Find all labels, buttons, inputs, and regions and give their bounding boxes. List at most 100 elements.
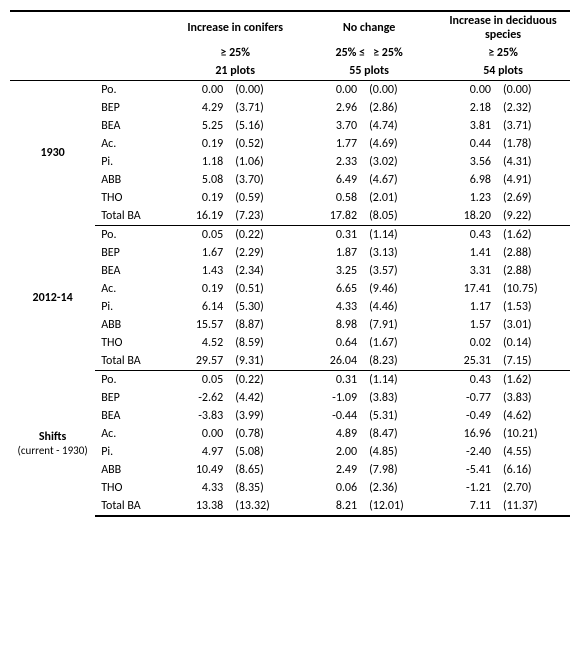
species-label: Ac. xyxy=(95,280,168,298)
value-cell: 6.49 xyxy=(302,171,369,189)
value-cell: 17.41 xyxy=(436,280,503,298)
value-cell: -1.21 xyxy=(436,479,503,497)
value-cell: 1.67 xyxy=(168,244,235,262)
paren-cell: (0.14) xyxy=(503,334,570,352)
paren-cell: (3.01) xyxy=(503,316,570,334)
paren-cell: (2.32) xyxy=(503,99,570,117)
value-cell: 25.31 xyxy=(436,352,503,371)
value-cell: 2.00 xyxy=(302,443,369,461)
paren-cell: (12.01) xyxy=(369,497,436,516)
value-cell: 8.21 xyxy=(302,497,369,516)
value-cell: 1.43 xyxy=(168,262,235,280)
value-cell: -2.62 xyxy=(168,389,235,407)
value-cell: 0.00 xyxy=(302,81,369,100)
section-title: Shifts(current - 1930) xyxy=(10,371,95,517)
value-cell: 10.49 xyxy=(168,461,235,479)
paren-cell: (3.57) xyxy=(369,262,436,280)
value-cell: 0.02 xyxy=(436,334,503,352)
paren-cell: (8.35) xyxy=(235,479,302,497)
value-cell: 3.70 xyxy=(302,117,369,135)
paren-cell: (0.59) xyxy=(235,189,302,207)
value-cell: 0.31 xyxy=(302,371,369,390)
value-cell: 0.00 xyxy=(168,425,235,443)
species-label: BEA xyxy=(95,117,168,135)
value-cell: 18.20 xyxy=(436,207,503,226)
paren-cell: (1.14) xyxy=(369,371,436,390)
value-cell: 1.41 xyxy=(436,244,503,262)
value-cell: 4.33 xyxy=(168,479,235,497)
value-cell: 0.06 xyxy=(302,479,369,497)
species-label: BEP xyxy=(95,99,168,117)
paren-cell: (3.02) xyxy=(369,153,436,171)
species-label: THO xyxy=(95,334,168,352)
paren-cell: (1.62) xyxy=(503,226,570,245)
value-cell: 0.19 xyxy=(168,280,235,298)
paren-cell: (0.00) xyxy=(235,81,302,100)
species-label: Pi. xyxy=(95,153,168,171)
value-cell: -0.77 xyxy=(436,389,503,407)
section-title: 1930 xyxy=(10,81,95,226)
paren-cell: (5.08) xyxy=(235,443,302,461)
species-label: ABB xyxy=(95,461,168,479)
paren-cell: (0.52) xyxy=(235,135,302,153)
value-cell: 0.19 xyxy=(168,189,235,207)
value-cell: 3.56 xyxy=(436,153,503,171)
paren-cell: (1.62) xyxy=(503,371,570,390)
species-label: Total BA xyxy=(95,352,168,371)
species-label: Total BA xyxy=(95,497,168,516)
paren-cell: (4.62) xyxy=(503,407,570,425)
value-cell: 1.17 xyxy=(436,298,503,316)
value-cell: 1.23 xyxy=(436,189,503,207)
value-cell: 4.52 xyxy=(168,334,235,352)
species-label: BEP xyxy=(95,389,168,407)
paren-cell: (7.23) xyxy=(235,207,302,226)
value-cell: -0.44 xyxy=(302,407,369,425)
paren-cell: (8.23) xyxy=(369,352,436,371)
header-plots2: 55 plots xyxy=(302,62,436,81)
species-label: BEP xyxy=(95,244,168,262)
header-thresh3: ≥ 25% xyxy=(436,44,570,62)
value-cell: 16.19 xyxy=(168,207,235,226)
paren-cell: (2.86) xyxy=(369,99,436,117)
paren-cell: (0.22) xyxy=(235,371,302,390)
value-cell: 0.00 xyxy=(436,81,503,100)
value-cell: 15.57 xyxy=(168,316,235,334)
value-cell: 0.19 xyxy=(168,135,235,153)
data-table: Increase in conifers No change Increase … xyxy=(10,10,570,517)
paren-cell: (10.75) xyxy=(503,280,570,298)
header-thresh2b: ≥ 25% xyxy=(369,44,436,62)
paren-cell: (2.29) xyxy=(235,244,302,262)
paren-cell: (3.99) xyxy=(235,407,302,425)
value-cell: 0.05 xyxy=(168,371,235,390)
value-cell: 5.25 xyxy=(168,117,235,135)
paren-cell: (1.78) xyxy=(503,135,570,153)
value-cell: 4.29 xyxy=(168,99,235,117)
paren-cell: (3.71) xyxy=(235,99,302,117)
paren-cell: (7.98) xyxy=(369,461,436,479)
species-label: Ac. xyxy=(95,425,168,443)
value-cell: 2.96 xyxy=(302,99,369,117)
header-conifers: Increase in conifers xyxy=(168,11,302,44)
value-cell: 29.57 xyxy=(168,352,235,371)
species-label: THO xyxy=(95,479,168,497)
paren-cell: (2.88) xyxy=(503,244,570,262)
value-cell: 4.89 xyxy=(302,425,369,443)
header-plots3: 54 plots xyxy=(436,62,570,81)
value-cell: -0.49 xyxy=(436,407,503,425)
value-cell: 13.38 xyxy=(168,497,235,516)
section-title: 2012-14 xyxy=(10,226,95,371)
value-cell: 16.96 xyxy=(436,425,503,443)
value-cell: 6.65 xyxy=(302,280,369,298)
value-cell: 2.18 xyxy=(436,99,503,117)
paren-cell: (6.16) xyxy=(503,461,570,479)
value-cell: 3.31 xyxy=(436,262,503,280)
species-label: ABB xyxy=(95,171,168,189)
paren-cell: (0.00) xyxy=(369,81,436,100)
paren-cell: (7.15) xyxy=(503,352,570,371)
value-cell: 1.87 xyxy=(302,244,369,262)
value-cell: 0.05 xyxy=(168,226,235,245)
species-label: Po. xyxy=(95,226,168,245)
header-plots1: 21 plots xyxy=(168,62,302,81)
paren-cell: (2.88) xyxy=(503,262,570,280)
value-cell: -1.09 xyxy=(302,389,369,407)
